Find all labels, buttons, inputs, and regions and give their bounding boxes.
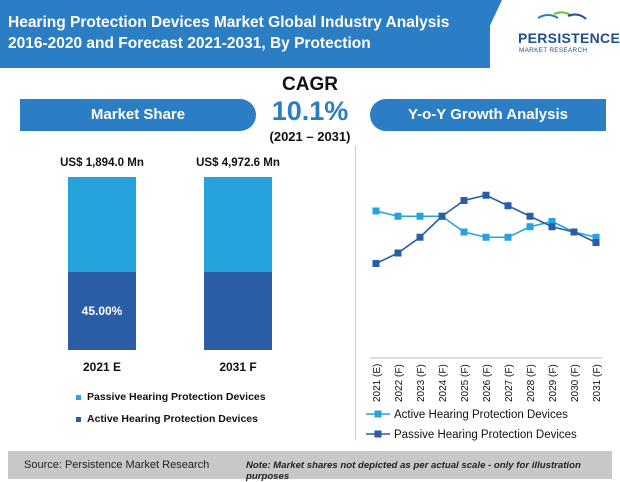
data-point [394, 249, 402, 257]
x-tick-label: 2023 (F) [416, 364, 427, 402]
footer-bar [8, 451, 612, 479]
bar-data-label: 45.00% [81, 304, 123, 319]
series-line-active [375, 210, 597, 239]
legend-label: Passive Hearing Protection Devices [87, 391, 266, 403]
footer-source: Source: Persistence Market Research [24, 459, 210, 471]
bar-total-label: US$ 4,972.6 Mn [196, 157, 280, 169]
x-tick-label: 2031 (F) [592, 364, 603, 402]
x-tick-label: 2030 (F) [570, 364, 581, 402]
bar-segment-passive [68, 177, 136, 273]
data-point [548, 223, 556, 231]
data-point [504, 233, 512, 241]
legend-item: Active Hearing Protection Devices [76, 413, 258, 425]
data-point [372, 260, 380, 267]
data-point [416, 233, 424, 241]
market-share-tab: Market Share [20, 99, 256, 131]
logo-subtitle: MARKET RESEARCH [519, 47, 588, 54]
x-tick-label: 2028 (F) [526, 364, 537, 402]
data-point [526, 212, 534, 220]
data-point [372, 207, 380, 215]
bar-category-label: 2021 E [82, 360, 122, 374]
data-point [592, 233, 600, 241]
header-banner-wedge [470, 0, 502, 68]
cagr-period: (2021 – 2031) [269, 129, 351, 144]
legend-item: Passive Hearing Protection Devices [76, 391, 266, 403]
yoy-growth-tab: Y-o-Y Growth Analysis [370, 99, 606, 131]
x-tick-label: 2029 (F) [548, 364, 559, 402]
data-point [504, 202, 512, 210]
x-tick-label: 2021 (E) [372, 364, 383, 402]
legend-label: Passive Hearing Protection Devices [394, 429, 577, 441]
legend-swatch [76, 394, 81, 400]
x-tick-label: 2025 (F) [460, 364, 471, 402]
footer-note: Note: Market shares not depicted as per … [246, 460, 581, 482]
legend-marker [374, 430, 382, 438]
legend-label: Active Hearing Protection Devices [87, 413, 258, 425]
logo-name: PERSISTENCE [518, 30, 620, 46]
data-point [570, 228, 578, 236]
cagr-value: 10.1% [271, 96, 349, 126]
data-point [548, 218, 556, 225]
data-point [460, 228, 468, 236]
data-point [592, 239, 600, 246]
panel-divider [355, 146, 356, 440]
x-tick-label: 2022 (F) [394, 364, 405, 402]
header-banner [0, 0, 490, 68]
legend-swatch [76, 416, 81, 422]
legend-marker [374, 410, 382, 418]
data-point [482, 233, 490, 241]
data-point [460, 197, 468, 204]
data-point [438, 212, 446, 220]
x-tick-label: 2026 (F) [482, 364, 493, 402]
bar-segment-passive [204, 177, 272, 273]
persistence-logo-icon [537, 11, 587, 20]
series-line-passive [375, 194, 597, 265]
title-line-2: 2016-2020 and Forecast 2021-2031, By Pro… [8, 35, 371, 52]
data-point [482, 191, 490, 199]
page-title: Hearing Protection Devices Market Global… [8, 12, 476, 54]
data-point [526, 223, 534, 231]
bar-total-label: US$ 1,894.0 Mn [60, 157, 144, 169]
title-line-1: Hearing Protection Devices Market Global… [8, 14, 450, 31]
data-point [416, 212, 424, 220]
legend-label: Active Hearing Protection Devices [394, 409, 568, 421]
bar-category-label: 2031 F [219, 360, 257, 374]
x-tick-label: 2024 (F) [438, 364, 449, 402]
x-tick-label: 2027 (F) [504, 364, 515, 402]
bar-segment-active [204, 272, 272, 350]
data-point [394, 212, 402, 220]
bar-segment-active [68, 272, 136, 350]
cagr-label: CAGR [282, 74, 338, 95]
